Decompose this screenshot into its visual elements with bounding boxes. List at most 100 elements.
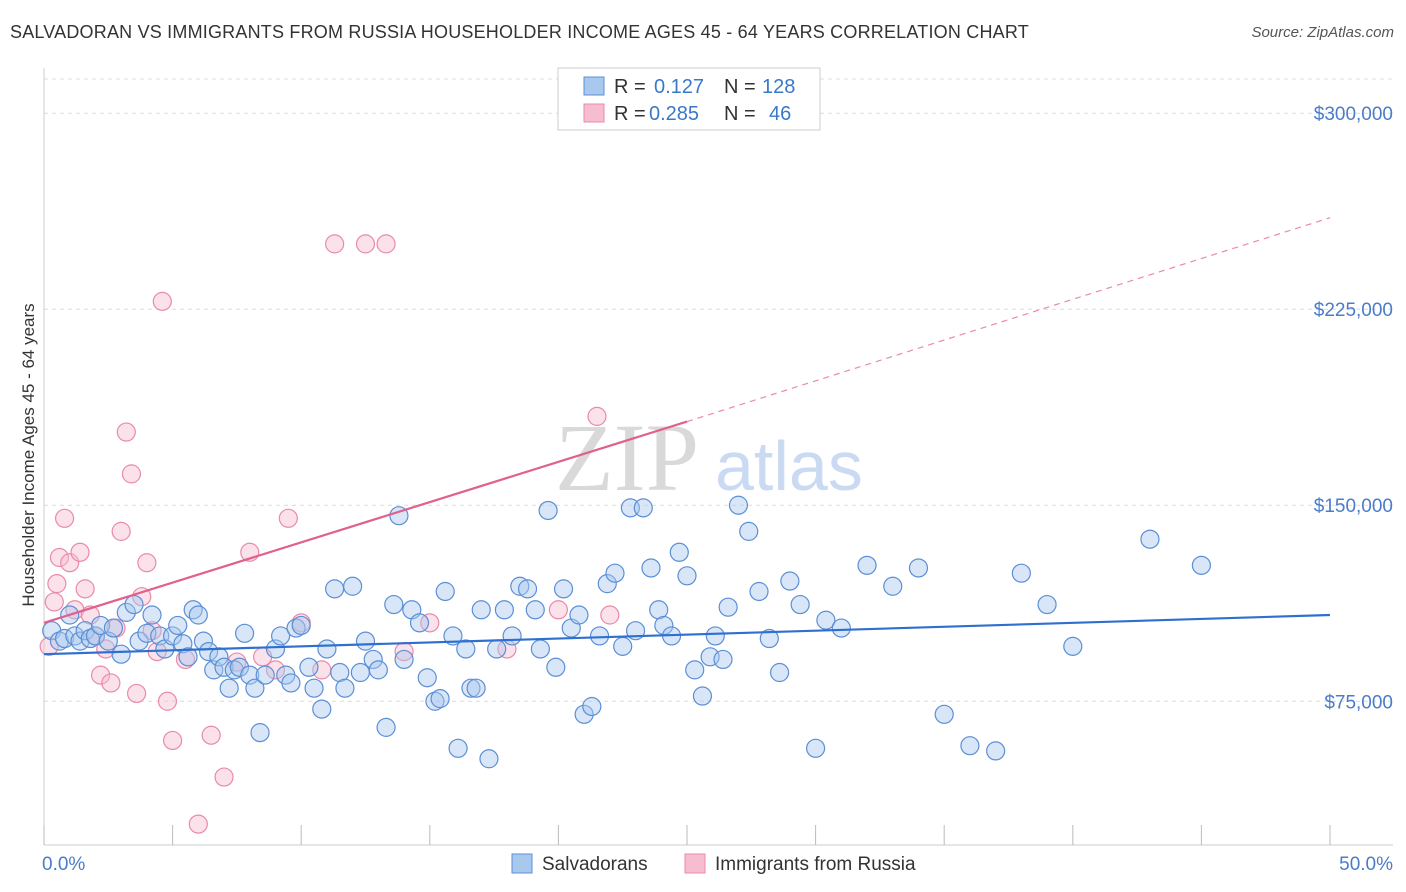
russia-point-44 (587, 406, 607, 426)
salvadorans-point-126 (1140, 529, 1160, 549)
salvadorans-point-120 (934, 704, 954, 724)
russia-point-4 (54, 508, 75, 528)
salvadorans-point-55 (363, 649, 383, 670)
salvadorans-point-109 (749, 581, 769, 602)
russia-point-41 (420, 613, 440, 633)
russia-point-25 (163, 730, 183, 751)
salvadorans-point-13 (116, 602, 136, 622)
russia-point-20 (137, 553, 157, 573)
salvadorans-point-124 (1037, 594, 1057, 615)
salvadorans-point-72 (471, 600, 491, 620)
y-tick-label-1: $150,000 (1314, 496, 1393, 517)
salvadorans-point-57 (376, 717, 396, 737)
salvadorans-point-15 (129, 631, 149, 651)
salvadorans-point-113 (790, 594, 810, 615)
salvadorans-point-27 (199, 641, 219, 662)
salvadorans-point-21 (168, 615, 188, 636)
salvadorans-point-52 (343, 576, 363, 596)
russia-point-39 (376, 234, 396, 254)
bottom-legend-russia: Immigrants from Russia (715, 854, 916, 875)
salvadorans-point-110 (759, 628, 779, 649)
legend-r-label-1: R = (614, 76, 646, 98)
salvadorans-point-115 (816, 610, 836, 630)
russia-point-8 (75, 579, 95, 599)
salvadorans-point-99 (669, 542, 689, 562)
salvadorans-point-71 (466, 678, 486, 698)
salvadorans-point-23 (178, 647, 198, 667)
salvadorans-point-38 (255, 665, 275, 685)
salvadorans-point-118 (883, 576, 903, 596)
salvadorans-point-45 (299, 657, 319, 677)
salvadorans-point-111 (769, 662, 790, 683)
salvadorans-point-44 (291, 615, 311, 636)
legend-n-label-2: N = (724, 103, 756, 125)
russia-point-17 (121, 464, 142, 484)
series-russia-points (39, 234, 620, 834)
salvadorans-point-102 (692, 686, 713, 706)
russia-point-27 (188, 814, 208, 834)
russia-point-43 (548, 600, 569, 620)
salvadorans-point-58 (384, 594, 404, 615)
salvadorans-point-11 (103, 618, 124, 638)
x-tick-left: 0.0% (42, 854, 85, 875)
russia-point-3 (49, 547, 70, 568)
salvadorans-point-85 (569, 605, 589, 625)
russia-point-16 (116, 422, 136, 442)
salvadorans-point-87 (582, 696, 602, 717)
watermark-zip: ZIP (555, 404, 699, 511)
salvadorans-point-83 (553, 579, 574, 599)
russia-point-30 (227, 652, 247, 672)
salvadorans-point-106 (718, 597, 738, 617)
salvadorans-point-88 (589, 626, 610, 646)
bottom-legend-swatch-russia (684, 853, 706, 874)
salvadorans-point-123 (1011, 563, 1031, 583)
salvadorans-point-69 (456, 639, 476, 659)
salvadorans-point-17 (142, 605, 162, 625)
salvadorans-point-108 (739, 521, 759, 541)
salvadorans-point-107 (728, 495, 749, 515)
salvadorans-point-78 (517, 579, 538, 599)
salvadorans-point-101 (685, 660, 705, 680)
watermark-atlas: atlas (715, 427, 863, 505)
salvadorans-point-12 (111, 644, 131, 664)
salvadorans-point-33 (229, 657, 250, 677)
russia-point-45 (600, 605, 620, 625)
salvadorans-point-60 (394, 649, 414, 670)
bottom-legend-swatch-salvadorans (511, 853, 533, 874)
salvadorans-point-64 (425, 691, 445, 711)
russia-point-1 (44, 592, 64, 612)
salvadorans-point-46 (304, 678, 324, 698)
salvadorans-point-105 (713, 649, 733, 670)
russia-point-2 (47, 574, 67, 594)
russia-point-38 (355, 234, 376, 254)
salvadorans-point-24 (183, 600, 203, 620)
salvadorans-point-127 (1191, 555, 1212, 575)
bottom-legend: Salvadorans Immigrants from Russia (511, 853, 916, 875)
y-axis-label: Householder Income Ages 45 - 64 years (19, 303, 38, 606)
salvadorans-point-75 (494, 600, 514, 620)
legend-n-value-2: 46 (769, 103, 791, 125)
russia-point-11 (90, 665, 111, 685)
salvadorans-point-119 (908, 558, 929, 578)
russia-point-28 (201, 725, 221, 745)
legend-r-value-2: 0.285 (649, 103, 699, 125)
salvadorans-point-40 (271, 626, 291, 646)
y-tick-label-3: $300,000 (1314, 104, 1393, 125)
legend-n-value-1: 128 (762, 76, 795, 98)
series-salvadorans-points (42, 495, 1212, 769)
salvadorans-point-86 (574, 704, 594, 724)
salvadorans-point-63 (417, 668, 437, 688)
bottom-legend-salvadorans: Salvadorans (542, 854, 648, 875)
salvadorans-point-25 (188, 605, 208, 625)
russia-point-0 (39, 636, 59, 656)
legend-r-value-1: 0.127 (654, 76, 704, 98)
legend-swatch-blue (583, 76, 605, 96)
salvadorans-point-91 (613, 636, 633, 656)
russia-point-13 (101, 673, 121, 693)
trend-line-russia (43, 420, 688, 624)
salvadorans-point-89 (597, 574, 617, 594)
russia-point-18 (126, 683, 147, 704)
salvadorans-point-47 (312, 699, 332, 719)
salvadorans-point-37 (250, 723, 270, 743)
